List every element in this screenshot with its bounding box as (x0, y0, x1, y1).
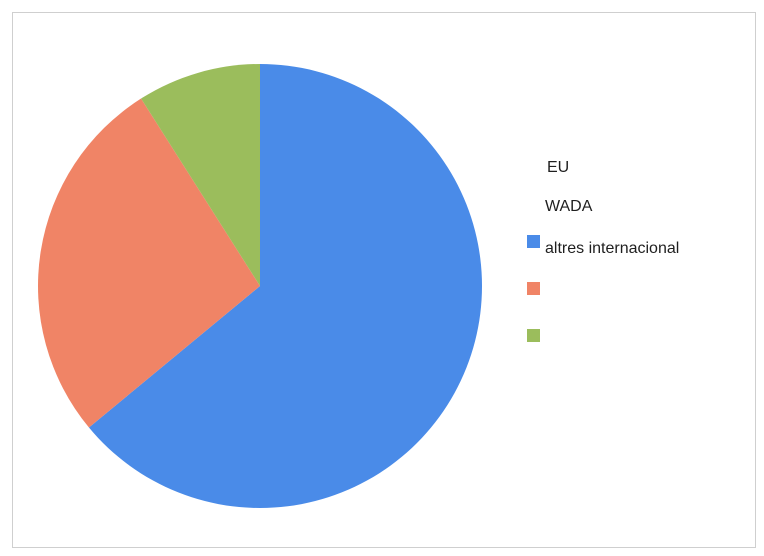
legend-swatch-series-3 (527, 329, 540, 342)
pie-slice-2 (38, 98, 260, 428)
legend-text-eu: EU (547, 159, 570, 176)
legend-swatch-series-1 (527, 235, 540, 248)
pie-slice-3 (141, 64, 260, 286)
pie-slice-1 (88, 64, 483, 508)
legend-swatch-series-2 (527, 282, 540, 295)
legend-text-wada: WADA (545, 198, 593, 215)
legend-label-series-1: altres internacional (545, 240, 680, 257)
